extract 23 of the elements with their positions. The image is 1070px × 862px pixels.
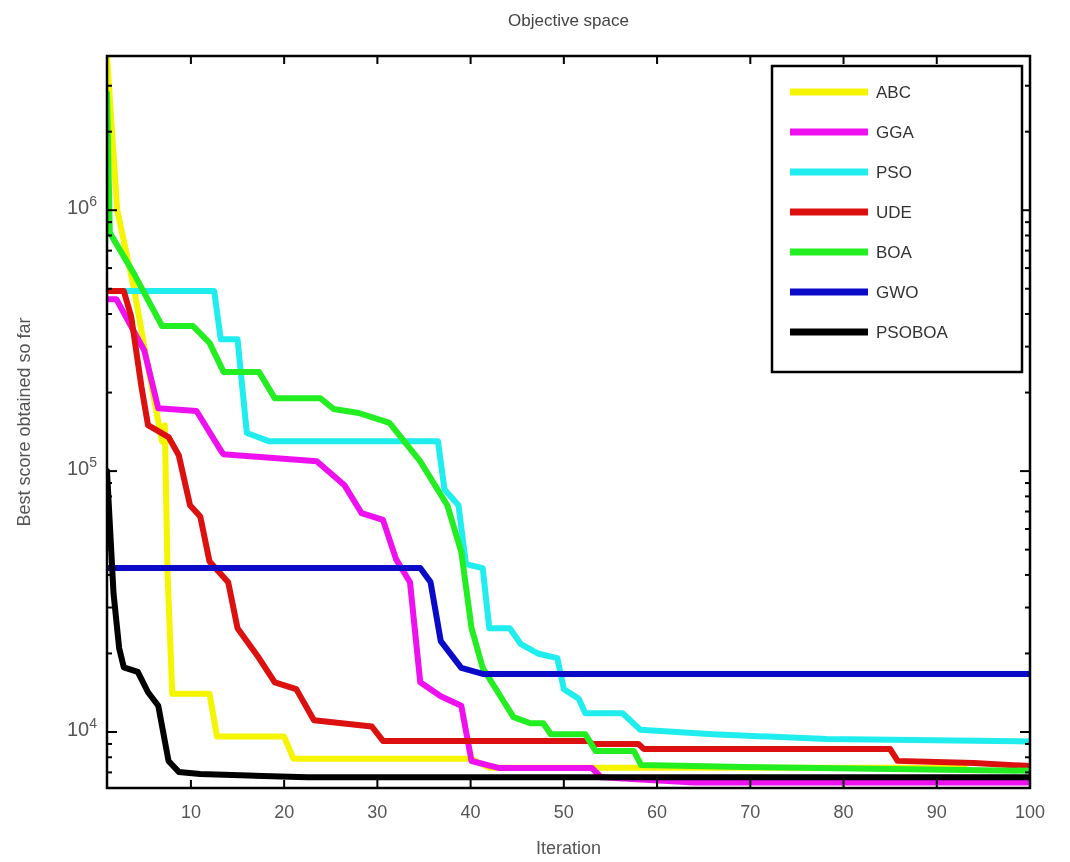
chart-title: Objective space: [508, 11, 629, 30]
legend-label: UDE: [876, 202, 912, 222]
y-tick-label: 10$^{4}$: [66, 714, 98, 740]
legend-label: BOA: [876, 242, 913, 262]
legend-label: GGA: [876, 122, 915, 142]
legend-label: GWO: [876, 282, 919, 302]
y-tick-label: 10$^{5}$: [66, 454, 98, 480]
x-tick-label: 70: [740, 802, 761, 822]
x-tick-label: 30: [367, 802, 388, 822]
legend-label: PSOBOA: [876, 322, 949, 342]
x-axis-title: Iteration: [535, 838, 602, 858]
x-tick-label: 40: [460, 802, 481, 822]
x-tick-label: 50: [553, 802, 574, 822]
x-tick-label: 90: [926, 802, 947, 822]
x-tick-label: 80: [833, 802, 854, 822]
y-tick-label: 10$^{6}$: [66, 193, 98, 219]
y-axis-title: Best score obtained so far: [14, 317, 34, 527]
x-tick-label: 60: [647, 802, 668, 822]
x-tick-label: 20: [274, 802, 295, 822]
legend-label: PSO: [876, 162, 912, 182]
legend-label: ABC: [876, 82, 911, 102]
x-tick-label: 10: [180, 802, 201, 822]
x-tick-label: 100: [1014, 802, 1046, 822]
